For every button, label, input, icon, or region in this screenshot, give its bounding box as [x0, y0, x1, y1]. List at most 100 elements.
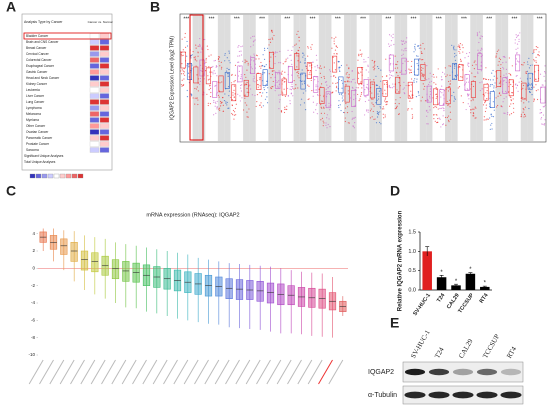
dot	[280, 110, 283, 112]
dot	[469, 70, 471, 72]
dot	[428, 78, 430, 80]
dot	[414, 47, 416, 49]
band	[426, 14, 433, 142]
dot	[447, 104, 449, 106]
dot	[461, 76, 463, 78]
dot	[260, 67, 262, 69]
dot	[181, 63, 183, 65]
dot	[481, 81, 483, 83]
dot	[267, 87, 269, 89]
box	[237, 65, 243, 83]
dot	[369, 79, 371, 81]
dot	[491, 122, 493, 125]
dot	[442, 94, 444, 96]
dot	[360, 81, 362, 83]
dot	[256, 94, 259, 96]
dot	[342, 95, 344, 97]
dot	[344, 107, 347, 109]
dot	[347, 80, 349, 82]
dot	[529, 91, 531, 93]
dot	[402, 62, 404, 65]
box	[527, 72, 533, 90]
band	[500, 368, 522, 376]
dot	[493, 87, 495, 89]
dot	[201, 70, 203, 73]
dot	[255, 105, 257, 108]
dot	[326, 117, 328, 119]
dot	[417, 68, 419, 70]
dot	[324, 81, 327, 83]
dot	[197, 55, 199, 57]
dot	[475, 64, 477, 66]
dot	[421, 52, 423, 54]
significance: ***	[360, 16, 366, 22]
dot	[300, 80, 303, 82]
dot	[230, 82, 233, 84]
dot	[516, 52, 518, 55]
dot	[482, 104, 485, 106]
dot	[477, 49, 479, 51]
dot	[541, 123, 543, 125]
dot	[352, 125, 355, 127]
table-cell	[89, 45, 100, 51]
dot	[311, 44, 313, 46]
y-tick-label: 0.5	[408, 268, 416, 274]
dot	[447, 90, 450, 92]
dot	[408, 94, 410, 97]
dot	[347, 77, 349, 79]
dot	[472, 113, 475, 115]
dot	[376, 99, 378, 101]
dot	[422, 75, 425, 78]
dot	[421, 72, 423, 74]
dot	[271, 29, 273, 32]
dot	[246, 91, 248, 93]
dot	[466, 52, 468, 55]
dot	[297, 60, 299, 62]
dot	[304, 62, 306, 65]
dot	[523, 62, 525, 64]
dot	[345, 102, 347, 105]
label-stub	[328, 359, 344, 385]
dot	[336, 82, 338, 84]
dot	[186, 55, 188, 57]
dot	[320, 86, 322, 88]
dot	[490, 113, 492, 115]
dot	[525, 99, 528, 101]
dot	[247, 116, 249, 118]
dot	[516, 84, 519, 87]
dot	[197, 99, 199, 101]
dot	[339, 104, 341, 106]
dot	[466, 77, 468, 79]
dot	[448, 65, 450, 67]
dot	[245, 60, 247, 62]
dot	[479, 37, 481, 39]
dot	[400, 40, 403, 42]
dot	[389, 77, 391, 79]
bar	[436, 277, 447, 290]
dot	[442, 115, 444, 117]
dot	[443, 110, 445, 112]
dot	[272, 80, 274, 83]
bar	[465, 273, 476, 290]
dot	[259, 77, 261, 79]
dot	[385, 93, 387, 95]
dot	[207, 48, 209, 51]
dot	[320, 83, 323, 85]
dot	[377, 98, 380, 100]
dot	[231, 99, 233, 101]
dot	[335, 76, 337, 78]
dot	[225, 102, 227, 104]
dot	[486, 87, 488, 89]
dot	[286, 108, 288, 111]
dot	[490, 83, 492, 86]
dot	[224, 54, 226, 56]
dot	[427, 100, 429, 102]
dot	[292, 87, 294, 89]
dot	[502, 66, 504, 69]
box	[111, 259, 120, 280]
table-row-label: Breast Cancer	[26, 46, 47, 50]
dot	[404, 48, 406, 50]
dot	[410, 90, 412, 92]
table-cell	[89, 63, 100, 69]
dot	[305, 90, 307, 92]
